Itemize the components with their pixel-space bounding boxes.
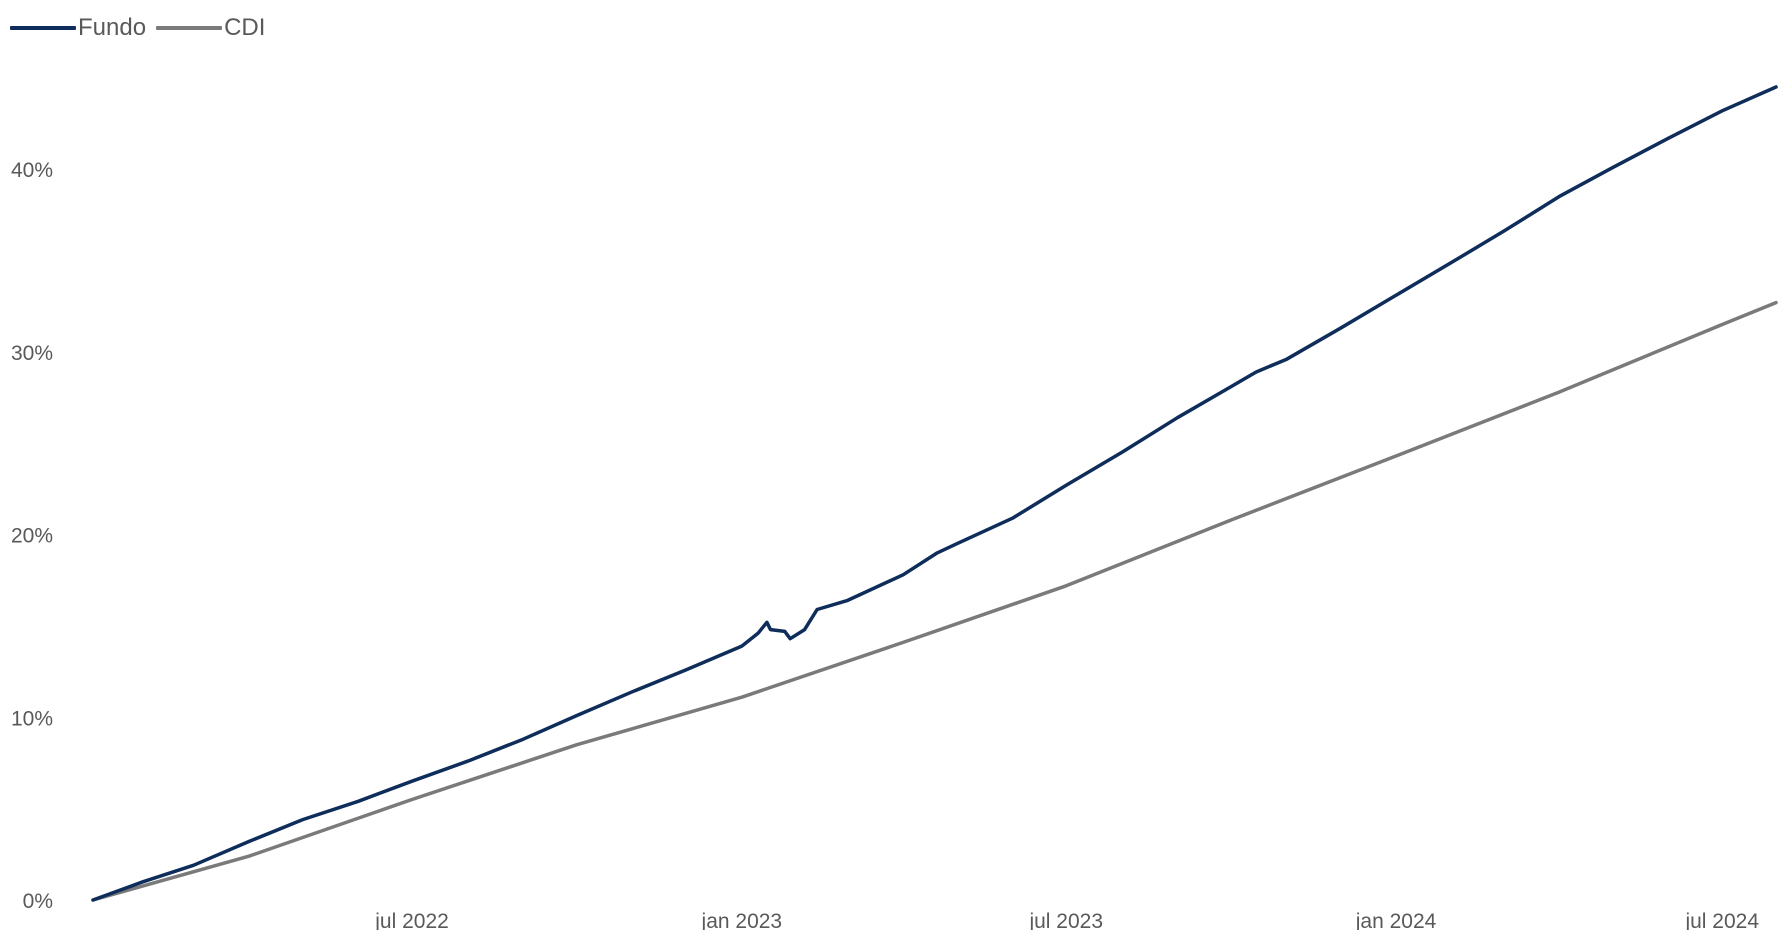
legend-item: CDI bbox=[156, 14, 265, 42]
legend-item: Fundo bbox=[10, 14, 146, 42]
x-tick-label: jan 2023 bbox=[701, 910, 783, 930]
legend: Fundo CDI bbox=[10, 14, 275, 42]
x-tick-label: jul 2022 bbox=[374, 910, 449, 930]
legend-label: Fundo bbox=[78, 14, 147, 41]
y-tick-label: 40% bbox=[11, 159, 53, 182]
series-line-cdi bbox=[91, 300, 1778, 902]
y-tick-label: 20% bbox=[11, 525, 53, 548]
legend-swatch bbox=[10, 26, 76, 30]
legend-swatch bbox=[156, 26, 223, 30]
legend-label: CDI bbox=[224, 14, 266, 41]
x-tick-label: jul 2023 bbox=[1028, 910, 1103, 930]
series-line-fundo bbox=[91, 85, 1778, 902]
x-tick-label: jul 2024 bbox=[1684, 910, 1759, 930]
x-tick-label: jan 2024 bbox=[1355, 910, 1437, 930]
y-tick-label: 10% bbox=[11, 707, 53, 730]
y-tick-label: 0% bbox=[23, 890, 53, 913]
y-tick-label: 30% bbox=[11, 342, 53, 365]
